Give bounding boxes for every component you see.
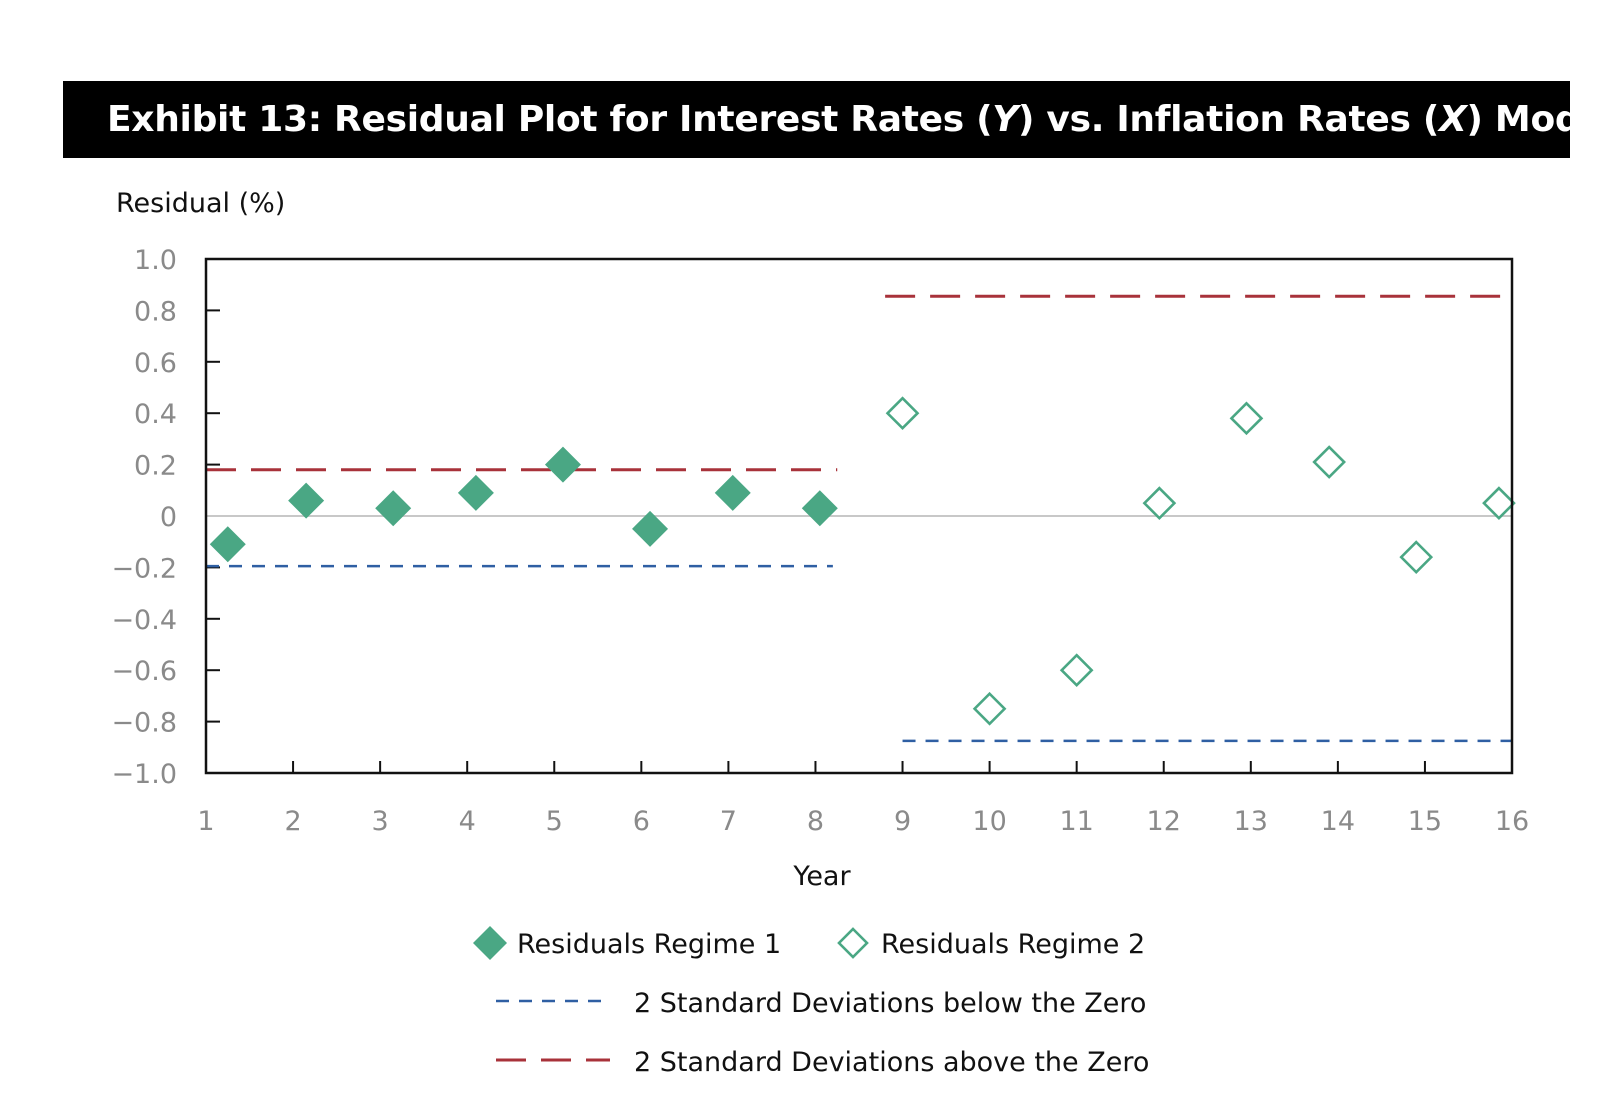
regime-2-point [885, 396, 920, 431]
legend: Residuals Regime 1 Residuals Regime 2 2 … [473, 926, 1149, 1078]
y-axis-label: Residual (%) [116, 188, 285, 219]
x-tick-label: 2 [284, 806, 301, 837]
regime-1-point [375, 490, 412, 527]
legend-label-regime-2: Residuals Regime 2 [881, 929, 1145, 960]
x-tick-label: 15 [1408, 806, 1442, 837]
regime-1-point [457, 474, 494, 511]
legend-item-regime-1: Residuals Regime 1 [473, 926, 781, 960]
x-tick-label: 12 [1147, 806, 1181, 837]
x-tick-label: 8 [807, 806, 824, 837]
x-tick-label: 11 [1059, 806, 1093, 837]
regime-2-point [1059, 653, 1094, 688]
x-axis-ticks: 1 2 3 4 5 6 7 8 9 10 11 12 13 14 15 16 [197, 761, 1529, 837]
x-tick-label: 10 [972, 806, 1006, 837]
legend-item-regime-2: Residuals Regime 2 [837, 927, 1145, 960]
regime-1-point [714, 474, 751, 511]
y-tick-label: 1.0 [134, 245, 177, 276]
x-tick-label: 13 [1234, 806, 1268, 837]
regime-2-point [1142, 486, 1177, 520]
x-tick-label: 6 [633, 806, 650, 837]
y-tick-label: 0.6 [134, 348, 177, 379]
y-tick-label: −0.8 [111, 708, 177, 739]
title-y-variable: Y [992, 99, 1019, 140]
x-tick-label: 3 [372, 806, 389, 837]
regime-2-point [1312, 445, 1346, 479]
x-tick-label: 7 [720, 806, 737, 837]
regime-2-point [1229, 401, 1264, 436]
title-x-variable: X [1439, 99, 1467, 140]
y-tick-label: 0.8 [134, 296, 177, 327]
y-tick-label: 0 [160, 502, 177, 533]
regime-1-point [801, 490, 838, 527]
regime-2-point [1399, 540, 1434, 574]
plot-frame [204, 257, 1514, 775]
std-dev-bands [206, 294, 1512, 743]
regime-1-point [209, 526, 246, 563]
legend-marker-filled-diamond [473, 926, 507, 960]
y-tick-label: −0.4 [111, 605, 177, 636]
x-tick-label: 1 [197, 806, 214, 837]
x-axis-label: Year [792, 861, 851, 892]
legend-item-lower-band: 2 Standard Deviations below the Zero [496, 988, 1146, 1019]
chart-title-bar: Exhibit 13: Residual Plot for Interest R… [63, 81, 1610, 158]
regime-1-point [544, 446, 581, 483]
legend-label-lower-band: 2 Standard Deviations below the Zero [634, 988, 1146, 1019]
legend-marker-hollow-diamond [837, 927, 869, 959]
y-tick-label: −1.0 [111, 759, 177, 790]
y-tick-label: 0.4 [134, 399, 177, 430]
regime-2-point [972, 691, 1007, 726]
regime-1-point [632, 510, 669, 547]
y-tick-label: −0.2 [111, 553, 177, 584]
regime-1-point [288, 482, 325, 519]
regime-2-point [1482, 486, 1516, 520]
x-tick-label: 14 [1321, 806, 1355, 837]
y-axis-ticks: 1.0 0.8 0.6 0.4 0.2 0 −0.2 −0.4 −0.6 −0.8 −1.0 [111, 245, 220, 790]
legend-label-regime-1: Residuals Regime 1 [517, 929, 781, 960]
x-tick-label: 5 [546, 806, 563, 837]
x-tick-label: 16 [1495, 806, 1529, 837]
x-tick-label: 9 [894, 806, 911, 837]
legend-label-upper-band: 2 Standard Deviations above the Zero [634, 1047, 1149, 1078]
y-tick-label: −0.6 [111, 656, 177, 687]
legend-item-upper-band: 2 Standard Deviations above the Zero [496, 1047, 1149, 1078]
y-tick-label: 0.2 [134, 451, 177, 482]
residual-points [209, 396, 1516, 726]
chart-title: Exhibit 13: Residual Plot for Interest R… [107, 99, 1610, 140]
x-tick-label: 4 [459, 806, 476, 837]
